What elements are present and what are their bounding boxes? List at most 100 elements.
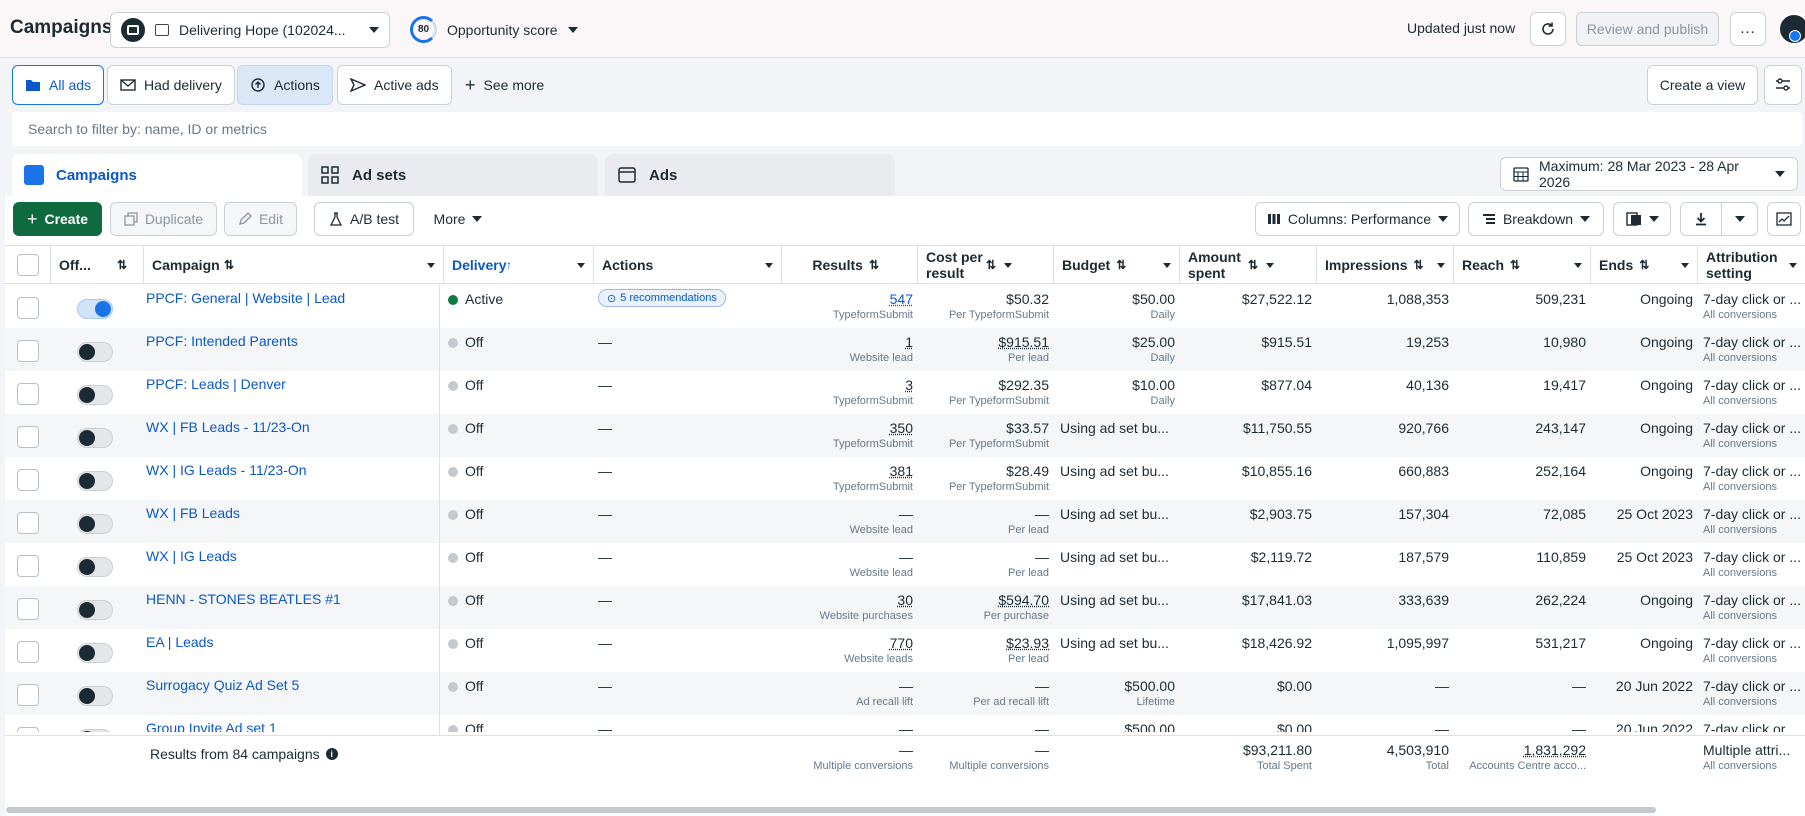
budget-cell[interactable]: $25.00 Daily (1054, 328, 1175, 365)
horizontal-scrollbar[interactable] (6, 807, 1656, 813)
table-row[interactable]: WX | FB Leads Off — — Website lead — Per lead U… (5, 500, 1805, 543)
column-delivery[interactable]: Delivery ↑ (444, 246, 594, 284)
column-actions[interactable]: Actions (594, 246, 782, 284)
campaign-toggle[interactable] (77, 643, 113, 663)
campaign-toggle[interactable] (77, 471, 113, 491)
campaign-name-link[interactable]: WX | IG Leads (146, 548, 237, 564)
campaign-toggle[interactable] (77, 729, 113, 732)
results-value[interactable]: 770 (889, 635, 913, 651)
results-value[interactable]: 30 (897, 592, 913, 608)
campaign-name-link[interactable]: WX | FB Leads - 11/23-On (146, 419, 310, 435)
campaign-toggle[interactable] (77, 514, 113, 534)
campaign-toggle[interactable] (77, 557, 113, 577)
recommendations-badge[interactable]: ⊙ 5 recommendations (598, 289, 726, 307)
filter-all-ads[interactable]: All ads (12, 65, 105, 105)
table-row[interactable]: PPCF: Intended Parents Off — 1 Website lead $… (5, 328, 1805, 371)
tab-campaigns[interactable]: Campaigns (12, 154, 302, 196)
results-value[interactable]: — (899, 506, 913, 522)
columns-dropdown[interactable]: Columns: Performance (1255, 202, 1460, 236)
results-value[interactable]: — (899, 549, 913, 565)
budget-cell[interactable]: $50.00 Daily (1054, 285, 1175, 322)
column-cost-per-result[interactable]: Cost per result ⇅ (918, 246, 1054, 284)
date-range-picker[interactable]: Maximum: 28 Mar 2023 - 28 Apr 2026 (1500, 157, 1798, 191)
more-dropdown[interactable]: More (423, 202, 493, 236)
view-settings-button[interactable] (1764, 65, 1802, 105)
table-row[interactable]: EA | Leads Off — 770 Website leads $23.93 Per … (5, 629, 1805, 672)
row-checkbox[interactable] (17, 297, 39, 319)
refresh-button[interactable] (1530, 12, 1566, 46)
filter-active-ads[interactable]: Active ads (337, 65, 452, 105)
table-row[interactable]: HENN - STONES BEATLES #1 Off — 30 Website pu… (5, 586, 1805, 629)
campaign-toggle[interactable] (77, 600, 113, 620)
edit-button[interactable]: Edit (224, 202, 297, 236)
budget-cell[interactable]: $500.00 Lifetime (1054, 672, 1175, 709)
column-attribution[interactable]: Attribution setting (1698, 246, 1805, 284)
create-view-button[interactable]: Create a view (1647, 65, 1758, 105)
column-reach[interactable]: Reach ⇅ (1454, 246, 1591, 284)
campaign-name-link[interactable]: Group Invite Ad set 1 (146, 720, 277, 732)
results-value[interactable]: 350 (889, 420, 913, 436)
opportunity-score[interactable]: 80 Opportunity score (410, 16, 578, 43)
search-input[interactable] (12, 112, 1802, 146)
campaign-name-link[interactable]: WX | FB Leads (146, 505, 240, 521)
row-checkbox[interactable] (17, 641, 39, 663)
campaign-name-link[interactable]: WX | IG Leads - 11/23-On (146, 462, 307, 478)
more-options-button[interactable]: … (1730, 12, 1766, 46)
results-value[interactable]: 3 (905, 377, 913, 393)
table-row[interactable]: Surrogacy Quiz Ad Set 5 Off — — Ad recall li… (5, 672, 1805, 715)
ab-test-button[interactable]: A/B test (314, 202, 414, 236)
table-row[interactable]: WX | IG Leads - 11/23-On Off — 381 TypeformS… (5, 457, 1805, 500)
campaign-toggle[interactable] (77, 686, 113, 706)
row-checkbox[interactable] (17, 727, 39, 732)
filter-actions[interactable]: Actions (237, 65, 333, 105)
campaign-name-link[interactable]: Surrogacy Quiz Ad Set 5 (146, 677, 300, 693)
row-checkbox[interactable] (17, 426, 39, 448)
results-value[interactable]: — (899, 678, 913, 694)
table-row[interactable]: PPCF: General | Website | Lead Active ⊙ 5 r… (5, 285, 1805, 328)
column-results[interactable]: Results ⇅ (782, 246, 918, 284)
export-dropdown[interactable] (1680, 202, 1758, 236)
column-off[interactable]: Off... ⇅ (51, 246, 144, 284)
campaign-name-link[interactable]: EA | Leads (146, 634, 214, 650)
results-value[interactable]: — (899, 721, 913, 732)
see-more-button[interactable]: + See more (452, 65, 557, 105)
results-value[interactable]: 1 (905, 334, 913, 350)
select-all-checkbox[interactable] (17, 254, 39, 276)
table-row[interactable]: PPCF: Leads | Denver Off — 3 TypeformSubmit $… (5, 371, 1805, 414)
results-value[interactable]: 547 (889, 291, 913, 307)
filter-had-delivery[interactable]: Had delivery (107, 65, 235, 105)
campaign-name-link[interactable]: PPCF: General | Website | Lead (146, 290, 346, 306)
column-impressions[interactable]: Impressions ⇅ (1317, 246, 1454, 284)
campaign-name-link[interactable]: PPCF: Intended Parents (146, 333, 298, 349)
campaign-toggle[interactable] (77, 342, 113, 362)
row-checkbox[interactable] (17, 555, 39, 577)
budget-cell[interactable]: $10.00 Daily (1054, 371, 1175, 408)
campaign-name-link[interactable]: HENN - STONES BEATLES #1 (146, 591, 341, 607)
table-row[interactable]: WX | FB Leads - 11/23-On Off — 350 TypeformS… (5, 414, 1805, 457)
campaign-toggle[interactable] (77, 299, 113, 319)
row-checkbox[interactable] (17, 340, 39, 362)
info-icon[interactable]: i (325, 748, 338, 760)
table-row[interactable]: Group Invite Ad set 1 Off — — — $500.00 $0.00 —… (5, 715, 1805, 732)
campaign-toggle[interactable] (77, 428, 113, 448)
column-campaign[interactable]: Campaign ⇅ (144, 246, 444, 284)
row-checkbox[interactable] (17, 383, 39, 405)
charts-button[interactable] (1767, 202, 1801, 236)
create-button[interactable]: + Create (13, 202, 102, 236)
row-checkbox[interactable] (17, 469, 39, 491)
tab-ad-sets[interactable]: Ad sets (308, 154, 598, 196)
table-row[interactable]: WX | IG Leads Off — — Website lead — Per lead U… (5, 543, 1805, 586)
results-value[interactable]: 381 (889, 463, 913, 479)
row-checkbox[interactable] (17, 598, 39, 620)
column-ends[interactable]: Ends ⇅ (1591, 246, 1698, 284)
review-and-publish-button[interactable]: Review and publish (1576, 12, 1719, 46)
campaign-toggle[interactable] (77, 385, 113, 405)
reports-dropdown[interactable] (1613, 202, 1671, 236)
row-checkbox[interactable] (17, 684, 39, 706)
column-budget[interactable]: Budget ⇅ (1054, 246, 1180, 284)
duplicate-button[interactable]: Duplicate (110, 202, 217, 236)
tab-ads[interactable]: Ads (605, 154, 895, 196)
campaign-name-link[interactable]: PPCF: Leads | Denver (146, 376, 286, 392)
row-checkbox[interactable] (17, 512, 39, 534)
column-amount-spent[interactable]: Amount spent ⇅ (1180, 246, 1317, 284)
